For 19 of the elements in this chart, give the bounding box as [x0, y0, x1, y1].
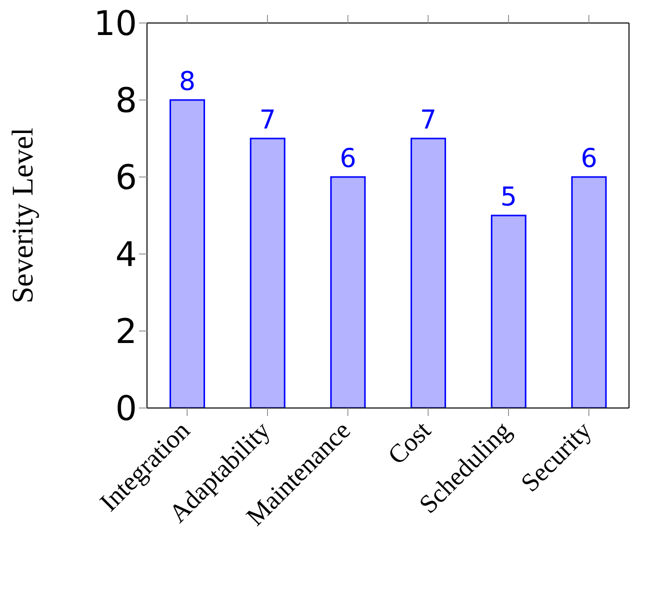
y-tick-label: 8 — [115, 81, 137, 122]
data-label: 6 — [580, 144, 598, 174]
data-label: 6 — [340, 144, 356, 174]
y-tick-label: 2 — [115, 312, 137, 352]
y-axis-title: Severity Level — [6, 128, 40, 304]
y-tick-label: 0 — [115, 389, 137, 430]
bar — [490, 214, 526, 408]
data-label: 7 — [420, 106, 437, 136]
bar — [571, 176, 607, 408]
bar — [330, 176, 366, 408]
y-tick-label: 10 — [94, 4, 137, 44]
bar — [250, 138, 286, 408]
bar — [410, 138, 446, 408]
y-tick-label: 6 — [115, 158, 137, 198]
y-tick-label: 4 — [115, 235, 137, 276]
bar — [170, 99, 206, 408]
data-label: 7 — [259, 106, 276, 136]
data-label: 8 — [179, 67, 196, 97]
data-label: 5 — [500, 182, 517, 212]
